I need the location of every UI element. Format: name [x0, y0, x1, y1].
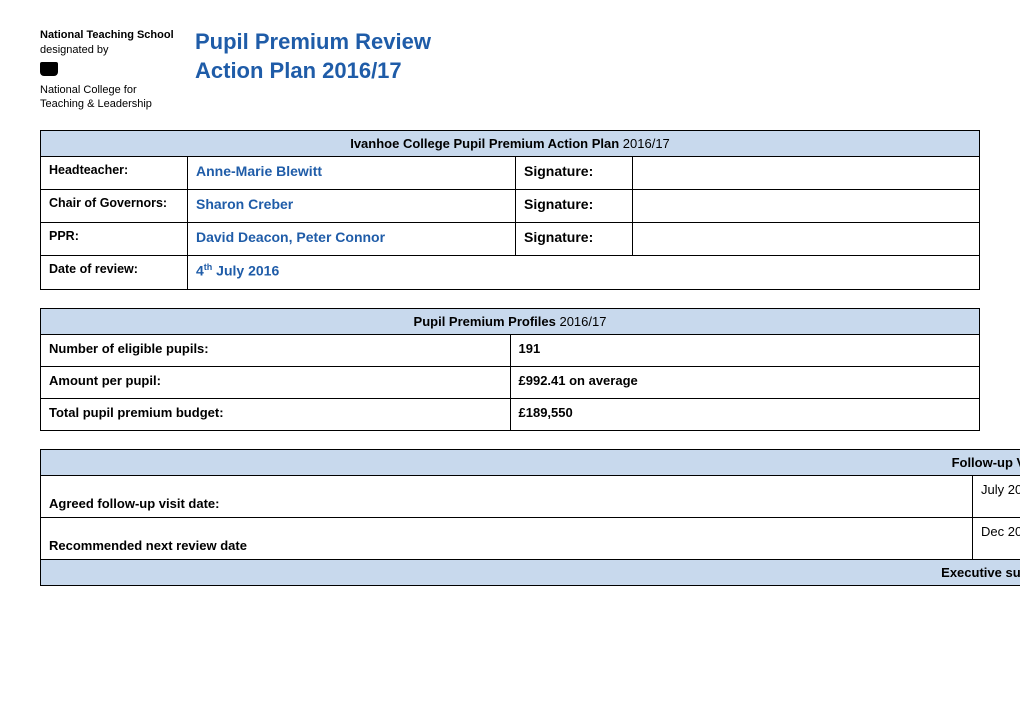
table-row: Chair of Governors: Sharon Creber Signat…: [41, 190, 980, 223]
title-block: Pupil Premium Review Action Plan 2016/17: [195, 28, 431, 85]
eligible-label: Number of eligible pupils:: [41, 334, 511, 366]
document-header: National Teaching School designated by N…: [40, 28, 980, 112]
budget-value: £189,550: [510, 398, 980, 430]
followup-date-value: July 20: [973, 475, 1020, 517]
chair-label: Chair of Governors:: [41, 190, 188, 223]
table-row: Headteacher: Anne-Marie Blewitt Signatur…: [41, 157, 980, 190]
logo-block: National Teaching School designated by N…: [40, 28, 195, 112]
followup-table-wrap: Follow-up Visits Agreed follow-up visit …: [40, 449, 1020, 586]
headteacher-label: Headteacher:: [41, 157, 188, 190]
budget-label: Total pupil premium budget:: [41, 398, 511, 430]
logo-org1: National College for: [40, 83, 195, 98]
action-plan-table: Ivanhoe College Pupil Premium Action Pla…: [40, 130, 980, 290]
chair-value: Sharon Creber: [188, 190, 516, 223]
next-review-value: Dec 20: [973, 517, 1020, 559]
exec-summary-header: Executive summa: [41, 559, 1020, 585]
followup-date-label: Agreed follow-up visit date:: [41, 475, 973, 517]
ppr-value: David Deacon, Peter Connor: [188, 223, 516, 256]
logo-line1: National Teaching School: [40, 28, 195, 43]
signature-field: [633, 223, 980, 256]
table2-year: 2016/17: [556, 314, 607, 329]
table-row: Recommended next review date Dec 20: [41, 517, 1020, 559]
table-row: Amount per pupil: £992.41 on average: [41, 366, 980, 398]
table1-header-row: Ivanhoe College Pupil Premium Action Pla…: [41, 131, 980, 157]
table2-title: Pupil Premium Profiles: [414, 314, 556, 329]
ppr-label: PPR:: [41, 223, 188, 256]
headteacher-value: Anne-Marie Blewitt: [188, 157, 516, 190]
table-row: PPR: David Deacon, Peter Connor Signatur…: [41, 223, 980, 256]
signature-label: Signature:: [516, 223, 633, 256]
table3-header2-row: Executive summa: [41, 559, 1020, 585]
signature-label: Signature:: [516, 157, 633, 190]
signature-label: Signature:: [516, 190, 633, 223]
table1-title: Ivanhoe College Pupil Premium Action Pla…: [350, 136, 619, 151]
date-day: 4: [196, 263, 204, 279]
crest-icon: [40, 62, 58, 76]
title-line2: Action Plan 2016/17: [195, 57, 431, 86]
title-line1: Pupil Premium Review: [195, 28, 431, 57]
profiles-table: Pupil Premium Profiles 2016/17 Number of…: [40, 308, 980, 431]
date-review-value: 4th July 2016: [188, 256, 980, 290]
date-rest: July 2016: [212, 263, 279, 279]
date-review-label: Date of review:: [41, 256, 188, 290]
amount-value: £992.41 on average: [510, 366, 980, 398]
table3-header-row: Follow-up Visits: [41, 449, 1020, 475]
table2-header-row: Pupil Premium Profiles 2016/17: [41, 308, 980, 334]
eligible-value: 191: [510, 334, 980, 366]
amount-label: Amount per pupil:: [41, 366, 511, 398]
table-row: Number of eligible pupils: 191: [41, 334, 980, 366]
table-row: Agreed follow-up visit date: July 20: [41, 475, 1020, 517]
document-page: National Teaching School designated by N…: [0, 0, 1020, 586]
signature-field: [633, 157, 980, 190]
followup-header: Follow-up Visits: [41, 449, 1020, 475]
next-review-label: Recommended next review date: [41, 517, 973, 559]
followup-table: Follow-up Visits Agreed follow-up visit …: [40, 449, 1020, 586]
table1-year: 2016/17: [619, 136, 670, 151]
logo-line2: designated by: [40, 43, 195, 58]
table-row: Date of review: 4th July 2016: [41, 256, 980, 290]
signature-field: [633, 190, 980, 223]
table-row: Total pupil premium budget: £189,550: [41, 398, 980, 430]
logo-org2: Teaching & Leadership: [40, 97, 195, 112]
